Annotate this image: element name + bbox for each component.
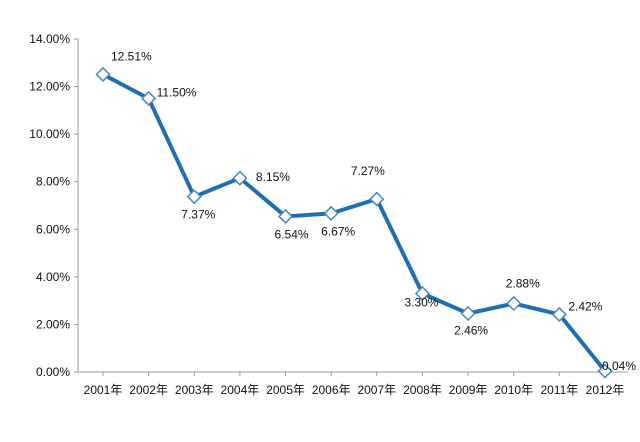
data-label: 2.88%	[506, 276, 540, 290]
data-point-marker	[506, 295, 522, 312]
x-tick-label: 2012年	[586, 383, 625, 397]
data-point-marker	[277, 208, 294, 225]
y-axis-ticks: 0.00% 2.00% 4.00% 6.00% 8.00% 10.00% 12.00% 14.…	[29, 32, 78, 379]
data-point-marker	[232, 170, 248, 186]
data-markers	[95, 66, 613, 379]
data-point-marker	[460, 305, 476, 322]
x-tick-label: 2005年	[266, 383, 305, 397]
data-label: 11.50%	[157, 85, 197, 99]
data-label: 0.04%	[602, 359, 636, 373]
y-tick-label: 2.00%	[36, 317, 70, 331]
x-axis-ticks: 2001年 2002年 2003年 2004年 2005年 2006年 2007年 2008年…	[84, 372, 625, 397]
data-label: 8.15%	[256, 170, 290, 184]
x-tick-label: 2007年	[357, 383, 396, 397]
data-point-marker	[369, 191, 385, 207]
data-label: 7.37%	[181, 208, 215, 222]
y-tick-label: 0.00%	[36, 365, 70, 379]
x-tick-label: 2004年	[221, 383, 260, 397]
x-tick-label: 2002年	[129, 383, 168, 397]
x-tick-label: 2003年	[175, 383, 214, 397]
x-tick-label: 2001年	[84, 383, 123, 397]
data-label: 7.27%	[351, 164, 385, 178]
data-label: 2.42%	[568, 299, 602, 313]
x-tick-label: 2009年	[449, 383, 488, 397]
data-point-marker	[551, 306, 567, 322]
data-point-marker	[597, 363, 613, 379]
y-tick-label: 8.00%	[36, 175, 70, 189]
data-label: 6.54%	[275, 227, 309, 241]
x-tick-label: 2011年	[540, 383, 578, 397]
data-point-marker	[414, 285, 431, 302]
y-tick-label: 14.00%	[29, 32, 70, 46]
x-tick-label: 2010年	[494, 383, 533, 397]
data-point-marker	[323, 205, 339, 221]
series-line	[101, 72, 607, 374]
x-tick-label: 2006年	[312, 383, 351, 397]
data-label: 2.46%	[454, 323, 488, 337]
y-tick-label: 10.00%	[29, 127, 70, 141]
data-label: 12.51%	[111, 49, 152, 63]
data-point-marker	[186, 189, 202, 205]
data-label: 3.30%	[404, 296, 438, 310]
y-tick-label: 6.00%	[36, 222, 70, 236]
y-tick-label: 12.00%	[29, 80, 70, 94]
y-tick-label: 4.00%	[36, 270, 70, 284]
data-labels: 12.51% 11.50% 7.37% 8.15% 6.54% 6.67% 7.27% 3.3…	[111, 49, 636, 373]
data-point-marker	[141, 90, 157, 107]
data-point-marker	[95, 66, 111, 83]
x-tick-label: 2008年	[403, 383, 442, 397]
data-label: 6.67%	[321, 224, 355, 238]
